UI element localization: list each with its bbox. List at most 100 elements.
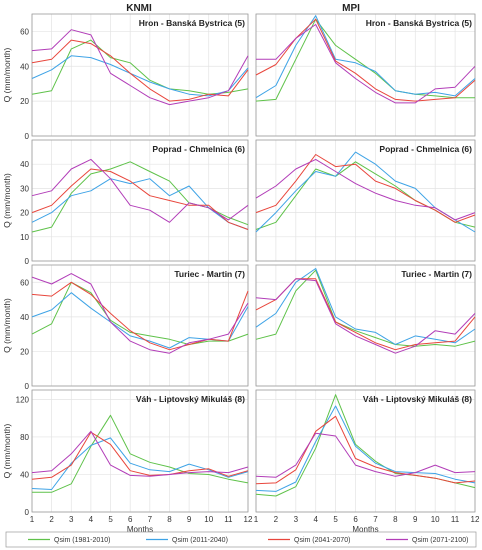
y-tick-label: 40 [20, 470, 29, 479]
plot-frame [255, 13, 476, 137]
x-tick-label: 4 [314, 515, 319, 524]
series-line-2 [31, 437, 249, 490]
x-tick-label: 1 [254, 515, 259, 524]
y-tick-label: 40 [20, 62, 29, 71]
series-line-1 [31, 39, 249, 95]
series-line-3 [255, 18, 476, 102]
series-line-4 [255, 278, 476, 354]
y-tick-label: 40 [20, 313, 29, 322]
x-tick-label: 7 [373, 515, 378, 524]
legend-label: Qsim (2071-2100) [412, 537, 468, 544]
x-tick-label: 5 [333, 515, 338, 524]
x-tick-label: 6 [128, 515, 133, 524]
x-tick-label: 10 [431, 515, 440, 524]
series-line-2 [255, 405, 476, 492]
x-tick-label: 11 [224, 515, 233, 524]
series-line-4 [255, 158, 476, 221]
plot-frame [255, 139, 476, 262]
plot-frame [31, 13, 249, 137]
panel-title: Váh - Liptovský Mikuláš (8) [363, 394, 472, 404]
y-axis-label: Q (mm/month) [2, 298, 12, 353]
x-axis-label: Months [127, 525, 153, 534]
y-tick-label: 20 [20, 209, 29, 218]
panel-knmi-1: 0 20 40 60 Q (mm/month) Hron - Banská Bystric… [2, 13, 249, 141]
legend-label: Qsim (2041-2070) [294, 537, 350, 544]
y-tick-label: 0 [25, 508, 30, 517]
y-tick-label: 40 [20, 160, 29, 169]
plot-frame [31, 139, 249, 262]
y-tick-label: 0 [25, 257, 30, 266]
y-tick-label: 120 [16, 395, 30, 404]
x-tick-label: 9 [413, 515, 418, 524]
y-axis-label: Q (mm/month) [2, 173, 12, 228]
y-tick-label: 0 [25, 382, 30, 391]
x-tick-label: 8 [393, 515, 398, 524]
series-line-4 [31, 29, 249, 106]
x-tick-label: 6 [353, 515, 358, 524]
legend-box [5, 531, 477, 548]
panel-mpi-1: Hron - Banská Bystrica (5) [255, 13, 476, 137]
legend: Qsim (1981-2010) Qsim (2011-2040) Qsim (20… [5, 531, 477, 548]
column-title-mpi: MPI [342, 3, 360, 14]
y-tick-label: 60 [20, 27, 29, 36]
series-line-1 [255, 18, 475, 102]
plot-frame [31, 389, 249, 513]
x-tick-label: 1 [30, 515, 35, 524]
legend-item-2: Qsim (2011-2040) [146, 537, 228, 544]
y-tick-label: 10 [20, 233, 29, 242]
panel-title: Hron - Banská Bystrica (5) [139, 18, 245, 28]
series-line-4 [31, 158, 249, 223]
panel-title: Hron - Banská Bystrica (5) [366, 18, 472, 28]
panel-title: Poprad - Chmelnica (6) [379, 144, 472, 154]
x-tick-label: 12 [471, 515, 480, 524]
series-line-1 [31, 161, 249, 233]
plot-frame [255, 264, 476, 387]
series-line-4 [255, 432, 476, 478]
y-tick-label: 80 [20, 433, 29, 442]
panel-knmi-2: 0 10 20 30 40 Q (mm/month) Poprad - Chmelnica … [2, 139, 249, 266]
series-line-1 [32, 414, 249, 493]
panel-mpi-2: Poprad - Chmelnica (6) [255, 139, 476, 262]
series-line-4 [256, 24, 476, 104]
x-tick-label: 7 [148, 515, 153, 524]
series-line-3 [31, 168, 249, 230]
legend-item-3: Qsim (2041-2070) [268, 537, 350, 544]
x-axis-label: Months [352, 525, 378, 534]
series-line-3 [31, 281, 249, 351]
x-tick-label: 10 [204, 515, 213, 524]
series-line-3 [255, 154, 476, 223]
legend-label: Qsim (2011-2040) [172, 537, 228, 544]
column-title-knmi: KNMI [126, 3, 152, 14]
legend-item-1: Qsim (1981-2010) [28, 537, 110, 544]
series-line-3 [31, 431, 249, 480]
panel-title: Poprad - Chmelnica (6) [152, 144, 245, 154]
panel-title: Turiec - Martin (7) [401, 269, 472, 279]
panel-knmi-3: 0 20 40 60 Q (mm/month) Turiec - Martin (7) [2, 264, 249, 391]
legend-label: Qsim (1981-2010) [54, 537, 110, 544]
y-axis-label: Q (mm/month) [2, 423, 12, 478]
series-line-3 [31, 39, 249, 102]
panel-title: Turiec - Martin (7) [174, 269, 245, 279]
series-line-3 [255, 415, 476, 485]
y-tick-label: 20 [20, 97, 29, 106]
series-line-1 [255, 269, 476, 347]
y-axis-label: Q (mm/month) [2, 47, 12, 102]
x-tick-label: 3 [294, 515, 299, 524]
x-tick-label: 2 [274, 515, 279, 524]
y-tick-label: 30 [20, 184, 29, 193]
series-line-1 [255, 394, 476, 497]
plot-frame [31, 264, 249, 387]
series-line-2 [31, 55, 249, 97]
x-tick-label: 3 [69, 515, 74, 524]
x-tick-label: 9 [187, 515, 192, 524]
series-line-4 [31, 430, 249, 477]
panel-mpi-3: Turiec - Martin (7) [255, 264, 476, 387]
series-line-1 [255, 161, 476, 230]
y-tick-label: 60 [20, 278, 29, 287]
x-tick-label: 12 [244, 515, 253, 524]
series-line-1 [31, 281, 249, 345]
